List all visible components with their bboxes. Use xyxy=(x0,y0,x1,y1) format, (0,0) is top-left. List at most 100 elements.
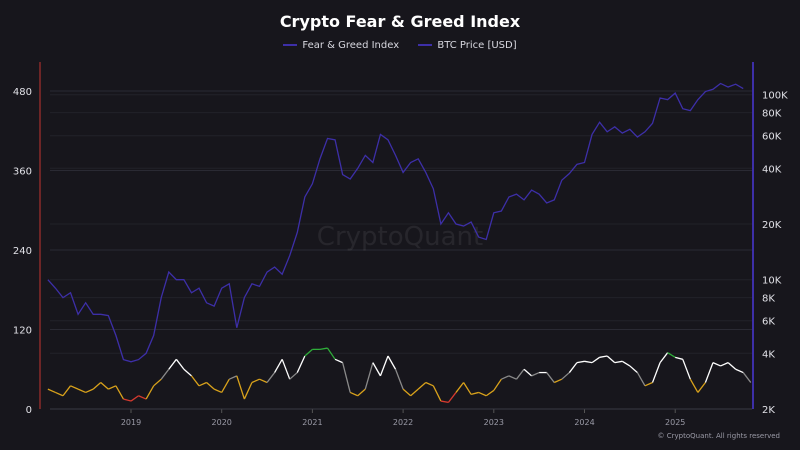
fear-greed-segment xyxy=(357,388,366,397)
fear-greed-segment xyxy=(123,398,132,402)
fear-greed-segment xyxy=(470,391,479,396)
x-tick-label: 2025 xyxy=(665,418,685,427)
fear-greed-segment xyxy=(77,388,86,394)
x-tick-label: 2023 xyxy=(484,418,504,427)
left-tick-label: 240 xyxy=(13,246,32,257)
fear-greed-segment xyxy=(221,378,230,393)
fear-greed-segment xyxy=(342,362,351,393)
right-tick-label: 80K xyxy=(762,109,782,120)
chart-title: Crypto Fear & Greed Index xyxy=(279,12,521,31)
fear-greed-segment xyxy=(720,362,729,367)
fear-greed-segment xyxy=(629,365,638,374)
fear-greed-segment xyxy=(319,347,328,351)
fear-greed-segment xyxy=(55,391,64,397)
fear-greed-segment xyxy=(281,359,291,380)
left-tick-label: 120 xyxy=(13,326,32,337)
fear-greed-segment xyxy=(410,388,419,397)
fear-greed-segment xyxy=(160,368,170,380)
fear-greed-segment xyxy=(243,382,253,400)
legend-swatch xyxy=(418,44,433,46)
fear-greed-segment xyxy=(501,375,510,380)
fear-greed-segment xyxy=(425,381,434,387)
fear-greed-segment xyxy=(621,360,631,367)
fear-greed-segment xyxy=(636,372,646,387)
fear-greed-segment xyxy=(213,388,222,394)
fear-greed-segment xyxy=(326,347,336,360)
fear-greed-segment xyxy=(591,356,600,364)
btc-price-line xyxy=(47,82,744,363)
fear-greed-segment xyxy=(92,382,102,390)
fear-greed-segment xyxy=(584,360,593,364)
right-tick-label: 100K xyxy=(762,91,788,102)
x-tick-label: 2019 xyxy=(121,418,141,427)
right-tick-label: 2K xyxy=(762,405,775,416)
fear-greed-segment xyxy=(236,375,245,400)
fear-greed-segment xyxy=(689,378,699,393)
fear-greed-segment xyxy=(675,356,683,360)
watermark: CryptoQuant xyxy=(317,222,483,252)
legend: Fear & Greed Index BTC Price [USD] xyxy=(0,40,800,51)
fear-greed-segment xyxy=(727,362,737,370)
fear-greed-segment xyxy=(153,378,162,387)
x-tick-label: 2020 xyxy=(212,418,232,427)
fear-greed-segment xyxy=(606,355,616,364)
legend-item-btc-price[interactable]: BTC Price [USD] xyxy=(418,40,517,51)
fear-greed-segment xyxy=(168,358,177,370)
fear-greed-segment xyxy=(334,358,343,364)
fear-greed-segment xyxy=(85,388,94,394)
right-tick-label: 10K xyxy=(762,276,782,287)
fear-greed-segment xyxy=(296,355,306,373)
fear-greed-segment xyxy=(379,355,389,377)
fear-greed-segment xyxy=(554,378,563,384)
fear-greed-segment xyxy=(70,385,79,390)
right-tick-label: 60K xyxy=(762,132,782,143)
right-tick-label: 40K xyxy=(762,164,782,175)
fear-greed-segment xyxy=(372,362,381,377)
fear-greed-segment xyxy=(387,355,397,370)
fear-greed-segment xyxy=(651,362,661,383)
legend-item-fear-greed[interactable]: Fear & Greed Index xyxy=(283,40,399,51)
fear-greed-segment xyxy=(493,378,502,391)
fear-greed-segment xyxy=(115,385,125,400)
fear-greed-segment xyxy=(704,362,714,383)
fear-greed-segment xyxy=(742,372,752,383)
fear-greed-segment xyxy=(364,362,374,390)
fear-greed-segment xyxy=(417,382,427,390)
left-tick-label: 0 xyxy=(26,405,32,416)
fear-greed-segment xyxy=(206,382,215,390)
fear-greed-segment xyxy=(198,381,207,387)
left-tick-label: 360 xyxy=(13,167,32,178)
fear-greed-segment xyxy=(432,385,442,402)
fear-greed-segment xyxy=(349,391,359,397)
fear-greed-segment xyxy=(697,382,706,393)
fear-greed-segment xyxy=(463,382,472,395)
right-tick-label: 8K xyxy=(762,294,775,305)
fear-greed-segment xyxy=(259,378,268,384)
fear-greed-segment xyxy=(576,360,585,364)
x-tick-label: 2024 xyxy=(574,418,594,427)
right-tick-label: 20K xyxy=(762,220,782,231)
fear-greed-segment xyxy=(546,372,555,383)
fear-greed-segment xyxy=(183,368,192,377)
right-tick-label: 4K xyxy=(762,349,775,360)
fear-greed-segment xyxy=(712,362,721,367)
legend-swatch xyxy=(283,44,298,46)
fear-greed-segment xyxy=(274,358,283,373)
fear-greed-segment xyxy=(667,352,676,358)
fear-greed-segment xyxy=(145,385,155,400)
fear-greed-segment xyxy=(682,359,691,380)
fear-greed-segment xyxy=(100,382,109,390)
fear-greed-segment xyxy=(485,389,495,397)
fear-greed-segment xyxy=(47,388,56,394)
fear-greed-segment xyxy=(455,382,465,393)
fear-greed-segment xyxy=(523,368,533,377)
copyright: © CryptoQuant. All rights reserved xyxy=(657,432,780,440)
right-tick-label: 6K xyxy=(762,317,775,328)
fear-greed-segment xyxy=(515,368,525,380)
fear-greed-segment xyxy=(62,385,72,397)
fear-greed-segment xyxy=(659,352,669,364)
fear-greed-segment xyxy=(508,375,517,380)
fear-greed-segment xyxy=(478,391,487,397)
fear-greed-segment xyxy=(531,371,540,377)
fear-greed-segment xyxy=(599,355,608,358)
